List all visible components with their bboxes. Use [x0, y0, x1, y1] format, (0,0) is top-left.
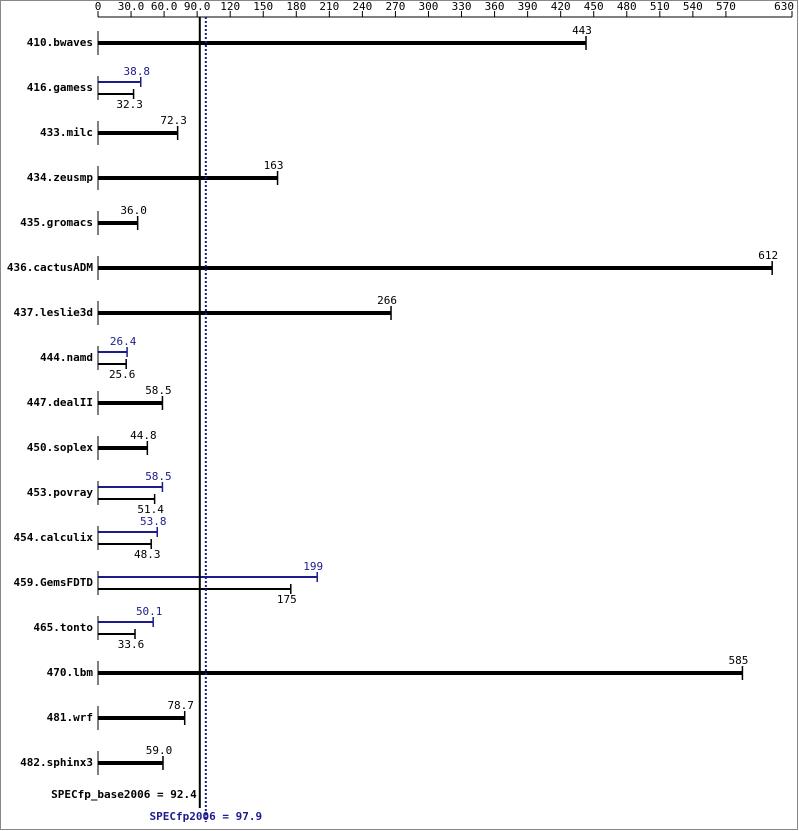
x-tick-label: 510 — [650, 0, 670, 13]
value-label: 50.1 — [136, 605, 163, 618]
category-label: 465.tonto — [33, 621, 93, 634]
value-label: 44.8 — [130, 429, 157, 442]
category-label: 433.milc — [40, 126, 93, 139]
category-label: 459.GemsFDTD — [14, 576, 94, 589]
x-tick-label: 570 — [716, 0, 736, 13]
x-tick-label: 330 — [452, 0, 472, 13]
x-tick-label: 300 — [419, 0, 439, 13]
value-label: 585 — [728, 654, 748, 667]
category-label: 453.povray — [27, 486, 94, 499]
value-label: 51.4 — [137, 503, 164, 516]
value-label: 58.5 — [145, 384, 172, 397]
value-label: 26.4 — [110, 335, 137, 348]
x-tick-label: 540 — [683, 0, 703, 13]
x-tick-label: 30.0 — [118, 0, 145, 13]
value-label: 53.8 — [140, 515, 167, 528]
x-tick-label: 420 — [551, 0, 571, 13]
x-tick-label: 120 — [220, 0, 240, 13]
x-tick-label: 60.0 — [151, 0, 178, 13]
x-tick-label: 0 — [95, 0, 102, 13]
category-label: 436.cactusADM — [7, 261, 93, 274]
x-tick-label: 390 — [518, 0, 538, 13]
category-label: 470.lbm — [47, 666, 94, 679]
value-label: 199 — [303, 560, 323, 573]
value-label: 25.6 — [109, 368, 136, 381]
value-label: 163 — [264, 159, 284, 172]
value-label: 48.3 — [134, 548, 161, 561]
category-label: 454.calculix — [14, 531, 94, 544]
value-label: 612 — [758, 249, 778, 262]
value-label: 38.8 — [123, 65, 150, 78]
x-tick-label: 90.0 — [184, 0, 211, 13]
value-label: 58.5 — [145, 470, 172, 483]
x-tick-label: 480 — [617, 0, 637, 13]
x-tick-label: 270 — [385, 0, 405, 13]
x-tick-label: 450 — [584, 0, 604, 13]
x-tick-label: 210 — [319, 0, 339, 13]
value-label: 443 — [572, 24, 592, 37]
x-tick-label: 360 — [485, 0, 505, 13]
category-label: 410.bwaves — [27, 36, 93, 49]
value-label: 175 — [277, 593, 297, 606]
category-label: 482.sphinx3 — [20, 756, 93, 769]
reference-label: SPECfp_base2006 = 92.4 — [51, 788, 197, 801]
category-label: 437.leslie3d — [14, 306, 93, 319]
category-label: 416.gamess — [27, 81, 93, 94]
x-tick-label: 180 — [286, 0, 306, 13]
category-label: 481.wrf — [47, 711, 93, 724]
x-tick-label: 150 — [253, 0, 273, 13]
value-label: 36.0 — [120, 204, 147, 217]
category-label: 434.zeusmp — [27, 171, 94, 184]
value-label: 72.3 — [160, 114, 187, 127]
value-label: 33.6 — [118, 638, 145, 651]
x-tick-label: 240 — [352, 0, 372, 13]
value-label: 59.0 — [146, 744, 173, 757]
reference-label: SPECfp2006 = 97.9 — [150, 810, 263, 823]
value-label: 78.7 — [167, 699, 194, 712]
value-label: 266 — [377, 294, 397, 307]
x-tick-label: 630 — [774, 0, 794, 13]
category-label: 444.namd — [40, 351, 93, 364]
category-label: 435.gromacs — [20, 216, 93, 229]
category-label: 447.dealII — [27, 396, 93, 409]
value-label: 32.3 — [116, 98, 143, 111]
category-label: 450.soplex — [27, 441, 94, 454]
